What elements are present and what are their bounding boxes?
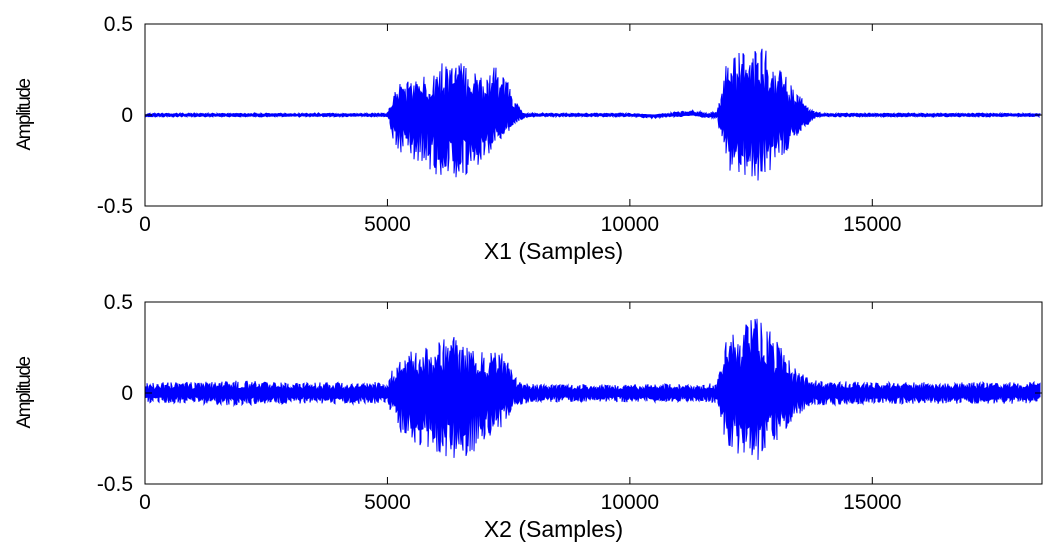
x-tick-label: 0 bbox=[139, 213, 151, 236]
y-tick-label: -0.5 bbox=[97, 473, 133, 496]
y-tick-label: 0.5 bbox=[104, 291, 133, 314]
waveform-series bbox=[145, 48, 1041, 181]
x-tick-label: 10000 bbox=[601, 491, 659, 514]
chart-panel-2: 0 5000 10000 15000 -0.5 0 0.5 X2 (Samples) Ampli… bbox=[14, 291, 1043, 542]
x-tick-label: 10000 bbox=[601, 213, 659, 236]
x-axis-label: X1 (Samples) bbox=[484, 238, 623, 264]
y-tick-label: 0.5 bbox=[104, 13, 133, 36]
y-axis-label: Amplitude bbox=[14, 357, 35, 429]
y-tick-label: -0.5 bbox=[97, 195, 133, 218]
x-tick-label: 15000 bbox=[843, 491, 901, 514]
x-axis-label: X2 (Samples) bbox=[484, 516, 623, 542]
chart-panel-1: 0 5000 10000 15000 -0.5 0 0.5 X1 (Samples) Ampli… bbox=[14, 13, 1043, 264]
waveform-series bbox=[145, 318, 1041, 460]
y-tick-label: 0 bbox=[121, 104, 133, 127]
x-tick-label: 15000 bbox=[843, 213, 901, 236]
y-axis-label: Amplitude bbox=[14, 79, 35, 151]
x-tick-label: 0 bbox=[139, 491, 151, 514]
x-tick-label: 5000 bbox=[364, 213, 411, 236]
x-tick-label: 5000 bbox=[364, 491, 411, 514]
y-tick-label: 0 bbox=[121, 382, 133, 405]
